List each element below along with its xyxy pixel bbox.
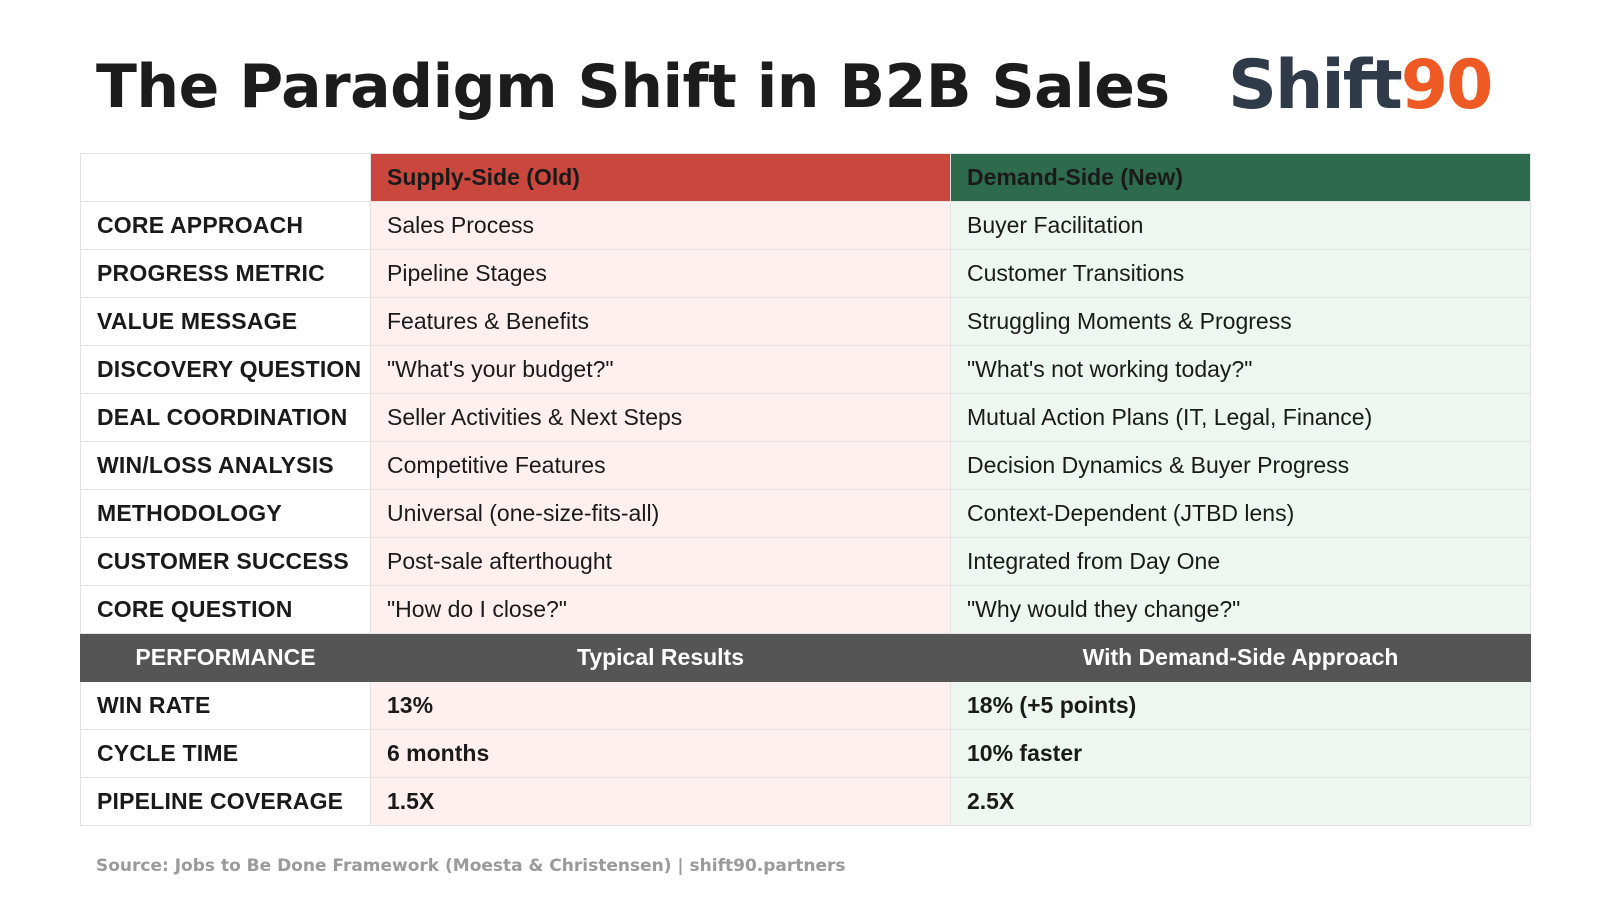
demand-result-cell: 18% (+5 points): [950, 681, 1531, 730]
row-label: CYCLE TIME: [80, 729, 371, 778]
supply-side-cell: Universal (one-size-fits-all): [370, 489, 951, 538]
typical-result-cell: 6 months: [370, 729, 951, 778]
demand-side-cell: Decision Dynamics & Buyer Progress: [950, 441, 1531, 490]
performance-header-row: PERFORMANCE Typical Results With Demand-…: [80, 633, 1531, 682]
table-header-row: Supply-Side (Old) Demand-Side (New): [80, 153, 1531, 202]
row-label: METHODOLOGY: [80, 489, 371, 538]
comparison-table: Supply-Side (Old) Demand-Side (New) CORE…: [80, 153, 1531, 826]
table-row: CORE APPROACH Sales Process Buyer Facili…: [80, 201, 1531, 250]
logo-text-90: 90: [1400, 46, 1494, 125]
page-title: The Paradigm Shift in B2B Sales: [96, 52, 1170, 122]
demand-side-cell: Buyer Facilitation: [950, 201, 1531, 250]
performance-row: PIPELINE COVERAGE 1.5X 2.5X: [80, 777, 1531, 826]
table-row: CORE QUESTION "How do I close?" "Why wou…: [80, 585, 1531, 634]
typical-result-cell: 13%: [370, 681, 951, 730]
supply-side-cell: Pipeline Stages: [370, 249, 951, 298]
supply-side-cell: Features & Benefits: [370, 297, 951, 346]
supply-side-cell: "What's your budget?": [370, 345, 951, 394]
row-label: CORE APPROACH: [80, 201, 371, 250]
table-row: CUSTOMER SUCCESS Post-sale afterthought …: [80, 537, 1531, 586]
row-label: DISCOVERY QUESTION: [80, 345, 371, 394]
table-row: PROGRESS METRIC Pipeline Stages Customer…: [80, 249, 1531, 298]
demand-side-cell: Integrated from Day One: [950, 537, 1531, 586]
supply-side-cell: Seller Activities & Next Steps: [370, 393, 951, 442]
header-demand-side: Demand-Side (New): [950, 153, 1531, 202]
shift90-logo: Shift90: [1228, 52, 1493, 120]
performance-header-label: PERFORMANCE: [80, 633, 371, 682]
performance-header-demand: With Demand-Side Approach: [950, 633, 1531, 682]
table-row: DISCOVERY QUESTION "What's your budget?"…: [80, 345, 1531, 394]
row-label: CUSTOMER SUCCESS: [80, 537, 371, 586]
table-row: METHODOLOGY Universal (one-size-fits-all…: [80, 489, 1531, 538]
source-footnote: Source: Jobs to Be Done Framework (Moest…: [96, 856, 846, 876]
row-label: DEAL COORDINATION: [80, 393, 371, 442]
table-row: WIN/LOSS ANALYSIS Competitive Features D…: [80, 441, 1531, 490]
logo-text-shift: Shift: [1228, 46, 1403, 125]
performance-row: CYCLE TIME 6 months 10% faster: [80, 729, 1531, 778]
demand-side-cell: Context-Dependent (JTBD lens): [950, 489, 1531, 538]
row-label: PIPELINE COVERAGE: [80, 777, 371, 826]
demand-result-cell: 2.5X: [950, 777, 1531, 826]
performance-header-typical: Typical Results: [370, 633, 951, 682]
table-row: DEAL COORDINATION Seller Activities & Ne…: [80, 393, 1531, 442]
supply-side-cell: Post-sale afterthought: [370, 537, 951, 586]
header-blank-cell: [80, 153, 371, 202]
supply-side-cell: Sales Process: [370, 201, 951, 250]
demand-side-cell: "What's not working today?": [950, 345, 1531, 394]
supply-side-cell: Competitive Features: [370, 441, 951, 490]
demand-side-cell: "Why would they change?": [950, 585, 1531, 634]
demand-side-cell: Mutual Action Plans (IT, Legal, Finance): [950, 393, 1531, 442]
row-label: CORE QUESTION: [80, 585, 371, 634]
demand-side-cell: Customer Transitions: [950, 249, 1531, 298]
typical-result-cell: 1.5X: [370, 777, 951, 826]
row-label: PROGRESS METRIC: [80, 249, 371, 298]
demand-side-cell: Struggling Moments & Progress: [950, 297, 1531, 346]
row-label: WIN/LOSS ANALYSIS: [80, 441, 371, 490]
row-label: WIN RATE: [80, 681, 371, 730]
demand-result-cell: 10% faster: [950, 729, 1531, 778]
supply-side-cell: "How do I close?": [370, 585, 951, 634]
table-row: VALUE MESSAGE Features & Benefits Strugg…: [80, 297, 1531, 346]
header-supply-side: Supply-Side (Old): [370, 153, 951, 202]
performance-row: WIN RATE 13% 18% (+5 points): [80, 681, 1531, 730]
row-label: VALUE MESSAGE: [80, 297, 371, 346]
